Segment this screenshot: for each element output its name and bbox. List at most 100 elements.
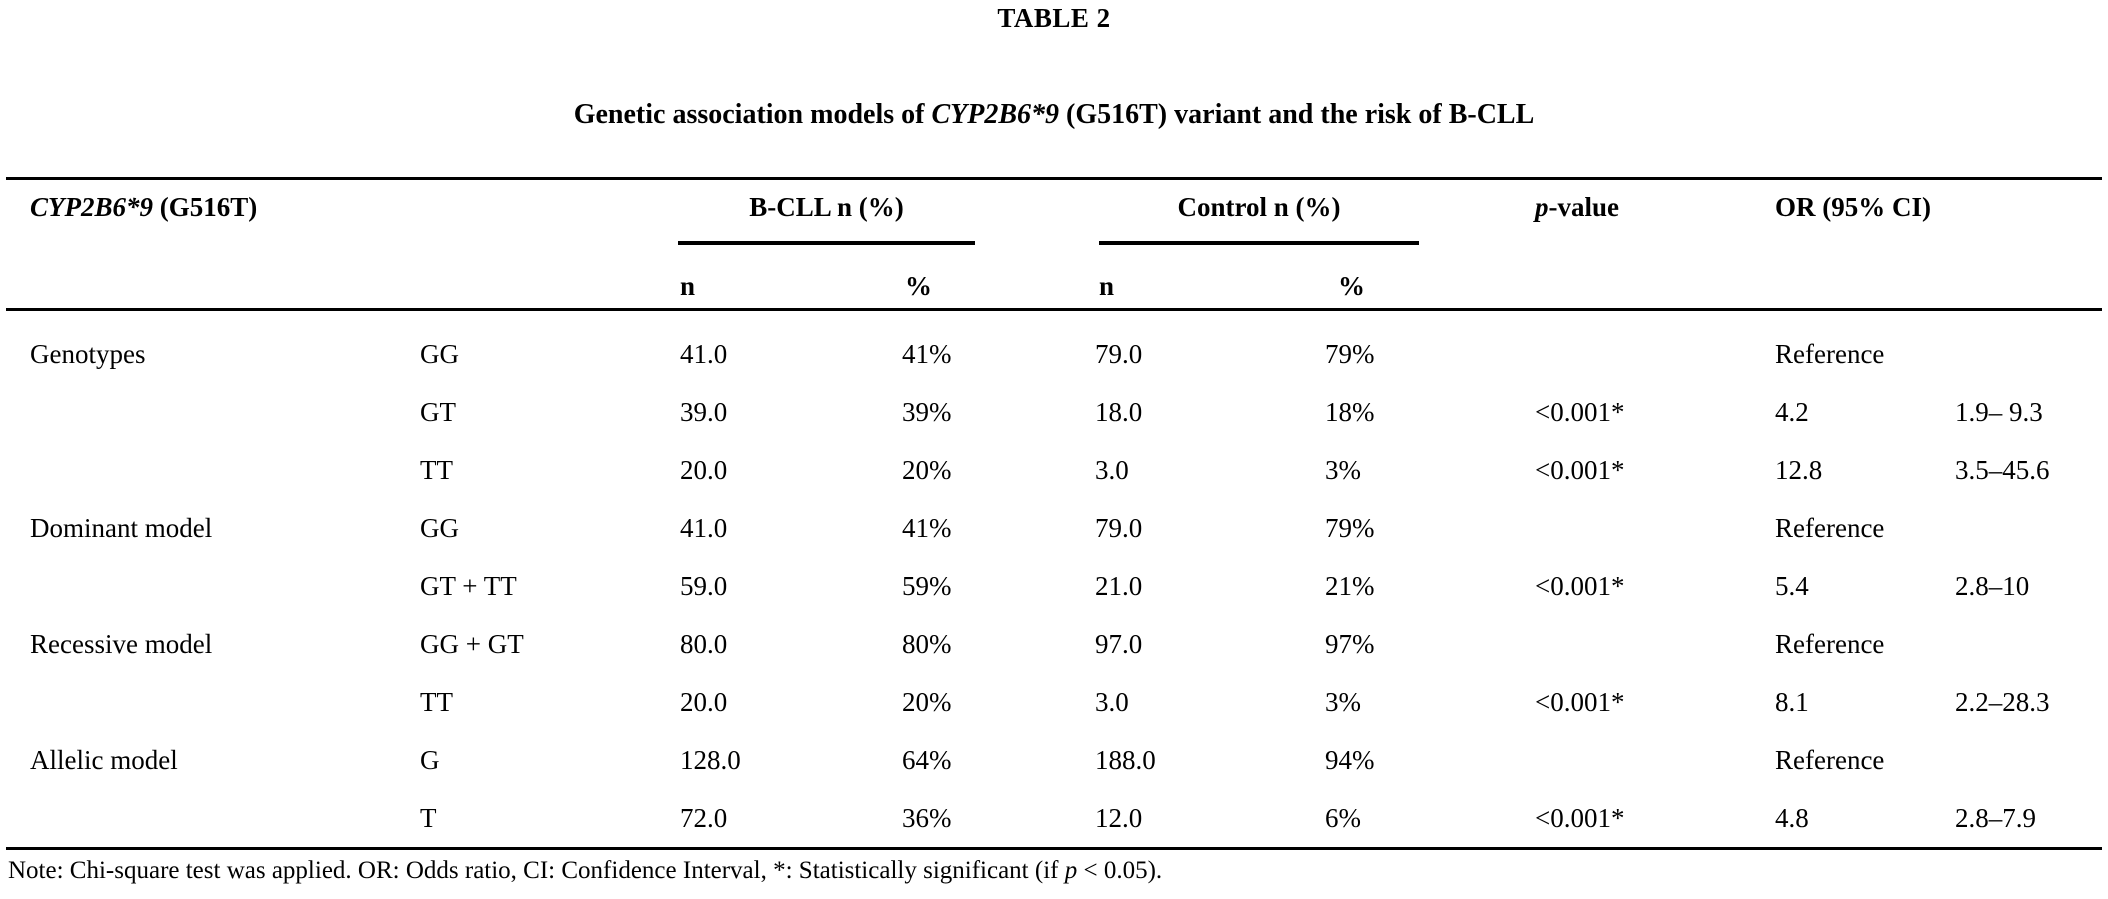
cell-pvalue: <0.001* (1535, 802, 1625, 833)
table-row: T 72.0 36% 12.0 6% <0.001* 4.8 2.8–7.9 (6, 789, 2102, 847)
cell-model: Genotypes (30, 338, 146, 369)
table-row: TT 20.0 20% 3.0 3% <0.001* 12.8 3.5–45.6 (6, 441, 2102, 499)
cell-bcll-pct: 59% (902, 570, 952, 601)
cell-or: Reference (1775, 628, 1885, 659)
cell-bcll-n: 39.0 (680, 396, 728, 427)
cell-or: Reference (1775, 744, 1885, 775)
cell-or: Reference (1775, 512, 1885, 543)
cell-pvalue: <0.001* (1535, 570, 1625, 601)
cell-genotype: GG (420, 338, 459, 369)
cell-or: 4.2 (1775, 396, 1809, 427)
cell-or: 4.8 (1775, 802, 1809, 833)
cell-model: Dominant model (30, 512, 213, 543)
cell-or: 12.8 (1775, 454, 1823, 485)
cell-bcll-pct: 36% (902, 802, 952, 833)
cell-control-pct: 79% (1325, 512, 1375, 543)
cell-control-n: 79.0 (1095, 338, 1143, 369)
subheader-control-n: n (1099, 271, 1115, 301)
cell-control-pct: 94% (1325, 744, 1375, 775)
cell-control-n: 21.0 (1095, 570, 1143, 601)
cell-bcll-n: 41.0 (680, 512, 728, 543)
cell-bcll-pct: 39% (902, 396, 952, 427)
table-row: Genotypes GG 41.0 41% 79.0 79% Reference (6, 325, 2102, 383)
cell-bcll-pct: 20% (902, 454, 952, 485)
cell-genotype: TT (420, 454, 453, 485)
table-row: Allelic model G 128.0 64% 188.0 94% Refe… (6, 731, 2102, 789)
cell-genotype: GG + GT (420, 628, 524, 659)
cell-bcll-n: 128.0 (680, 744, 741, 775)
cell-genotype: GG (420, 512, 459, 543)
cell-or: 8.1 (1775, 686, 1809, 717)
pvalue-rest: -value (1548, 192, 1620, 222)
subheader-control-pct: % (1338, 271, 1365, 301)
cell-bcll-pct: 41% (902, 512, 952, 543)
cell-genotype: GT (420, 396, 456, 427)
cell-control-n: 12.0 (1095, 802, 1143, 833)
table-body: Genotypes GG 41.0 41% 79.0 79% Reference… (6, 311, 2102, 850)
cell-model: Recessive model (30, 628, 213, 659)
cell-ci: 3.5–45.6 (1955, 454, 2050, 485)
cell-ci: 1.9– 9.3 (1955, 396, 2043, 427)
footnote-suffix: < 0.05). (1077, 857, 1163, 884)
cell-bcll-pct: 41% (902, 338, 952, 369)
caption-gene-name: CYP2B6*9 (931, 99, 1060, 130)
column-header-variant: CYP2B6*9 (G516T) (30, 190, 257, 224)
cell-model: Allelic model (30, 744, 178, 775)
cell-pvalue: <0.001* (1535, 686, 1625, 717)
cell-pvalue: <0.001* (1535, 396, 1625, 427)
cell-control-n: 188.0 (1095, 744, 1156, 775)
cell-bcll-n: 59.0 (680, 570, 728, 601)
cell-bcll-n: 20.0 (680, 454, 728, 485)
data-table: CYP2B6*9 (G516T) B-CLL n (%) Control n (… (6, 177, 2102, 850)
cell-control-pct: 6% (1325, 802, 1361, 833)
header-gene-name: CYP2B6*9 (30, 192, 154, 222)
cell-ci: 2.8–7.9 (1955, 802, 2036, 833)
header-gene-rest: (G516T) (153, 192, 258, 222)
cell-control-pct: 3% (1325, 454, 1361, 485)
cell-bcll-n: 80.0 (680, 628, 728, 659)
cell-bcll-pct: 80% (902, 628, 952, 659)
table-header: CYP2B6*9 (G516T) B-CLL n (%) Control n (… (6, 180, 2102, 311)
cell-genotype: GT + TT (420, 570, 517, 601)
cell-ci: 2.2–28.3 (1955, 686, 2050, 717)
table-row: Dominant model GG 41.0 41% 79.0 79% Refe… (6, 499, 2102, 557)
column-group-bcll: B-CLL n (%) (678, 190, 975, 245)
column-header-or: OR (95% CI) (1775, 192, 1931, 222)
cell-control-n: 3.0 (1095, 454, 1129, 485)
cell-genotype: TT (420, 686, 453, 717)
table-row: GT + TT 59.0 59% 21.0 21% <0.001* 5.4 2.… (6, 557, 2102, 615)
cell-control-n: 18.0 (1095, 396, 1143, 427)
cell-control-pct: 21% (1325, 570, 1375, 601)
cell-genotype: G (420, 744, 440, 775)
cell-control-n: 79.0 (1095, 512, 1143, 543)
column-group-control: Control n (%) (1099, 190, 1419, 245)
cell-ci: 2.8–10 (1955, 570, 2030, 601)
cell-control-pct: 79% (1325, 338, 1375, 369)
cell-control-pct: 18% (1325, 396, 1375, 427)
table-title: TABLE 2 (997, 3, 1111, 33)
table-caption: Genetic association models of CYP2B6*9 (… (0, 99, 2108, 131)
cell-control-pct: 3% (1325, 686, 1361, 717)
cell-bcll-pct: 64% (902, 744, 952, 775)
table-row: Recessive model GG + GT 80.0 80% 97.0 97… (6, 615, 2102, 673)
cell-genotype: T (420, 802, 437, 833)
pvalue-p: p (1535, 192, 1549, 222)
table-row: TT 20.0 20% 3.0 3% <0.001* 8.1 2.2–28.3 (6, 673, 2102, 731)
cell-control-n: 3.0 (1095, 686, 1129, 717)
footnote-prefix: Note: Chi-square test was applied. OR: O… (8, 857, 1065, 884)
cell-or: Reference (1775, 338, 1885, 369)
caption-prefix: Genetic association models of (573, 99, 932, 130)
column-header-pvalue: p-value (1535, 190, 1619, 224)
cell-or: 5.4 (1775, 570, 1809, 601)
cell-bcll-n: 41.0 (680, 338, 728, 369)
cell-bcll-n: 72.0 (680, 802, 728, 833)
cell-bcll-pct: 20% (902, 686, 952, 717)
table-row: GT 39.0 39% 18.0 18% <0.001* 4.2 1.9– 9.… (6, 383, 2102, 441)
cell-pvalue: <0.001* (1535, 454, 1625, 485)
cell-control-pct: 97% (1325, 628, 1375, 659)
cell-bcll-n: 20.0 (680, 686, 728, 717)
footnote-p: p (1064, 857, 1078, 884)
subheader-bcll-n: n (680, 271, 696, 301)
table-footnote: Note: Chi-square test was applied. OR: O… (8, 857, 1162, 885)
